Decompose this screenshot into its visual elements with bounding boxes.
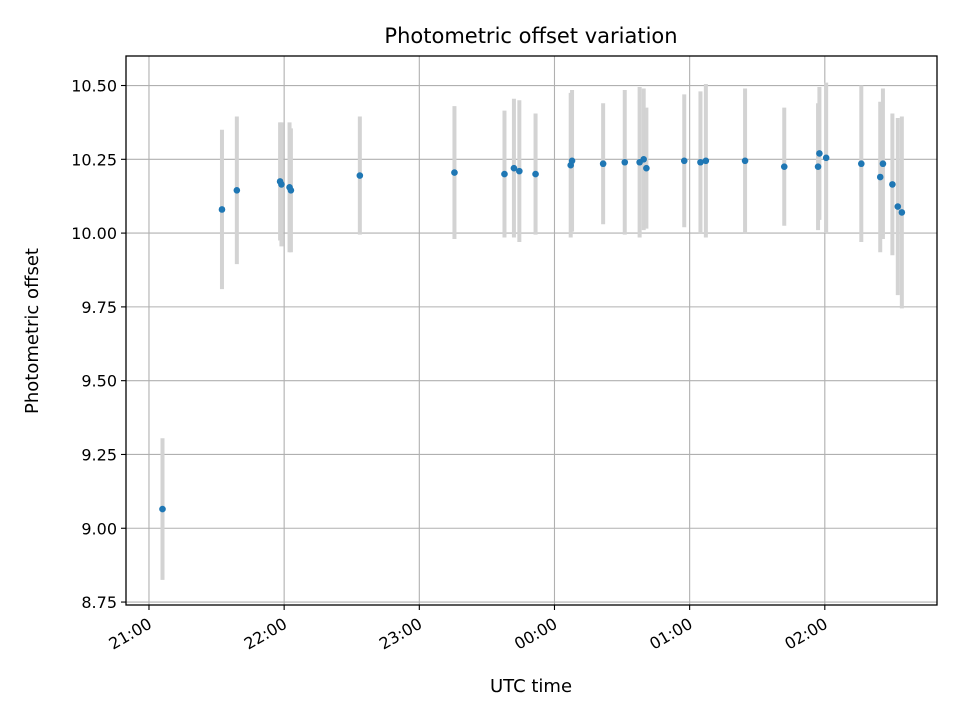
y-axis-ticks: 8.75 9.00 9.25 9.50 9.75 10.00 10.25 10.50 (71, 77, 126, 612)
data-point (898, 209, 906, 216)
data-point (568, 157, 576, 165)
data-point (894, 203, 902, 210)
data-point (356, 172, 364, 179)
data-point (822, 154, 830, 162)
y-tick-label: 10.25 (71, 150, 117, 169)
y-tick-label: 9.25 (81, 445, 117, 464)
y-tick-label: 9.50 (81, 372, 117, 391)
data-point (501, 170, 508, 178)
x-axis-label: UTC time (490, 676, 572, 697)
data-point (510, 164, 518, 172)
data-point (621, 158, 629, 166)
data-point (741, 157, 749, 165)
y-axis-label: Photometric offset (22, 248, 43, 414)
data-point (278, 181, 285, 188)
data-point (599, 160, 607, 168)
data-points (159, 150, 906, 513)
plot-area-frame (125, 55, 938, 606)
y-tick-label: 10.50 (71, 77, 117, 96)
data-point (640, 156, 647, 163)
y-tick-label: 9.75 (81, 298, 117, 317)
data-point (780, 163, 788, 170)
data-point (218, 206, 226, 213)
data-point (697, 158, 704, 166)
data-point (233, 186, 241, 194)
data-point (287, 186, 295, 194)
data-point (159, 505, 166, 513)
data-point (680, 157, 688, 165)
data-point (858, 160, 865, 168)
data-point (451, 169, 458, 176)
data-point (814, 163, 822, 170)
y-tick-label: 10.00 (71, 224, 117, 243)
data-point (643, 164, 650, 172)
chart-title: Photometric offset variation (384, 24, 677, 48)
data-point (879, 160, 887, 168)
y-tick-label: 9.00 (81, 519, 117, 538)
data-point (816, 150, 823, 157)
data-point (876, 173, 884, 181)
data-point (889, 181, 896, 188)
y-tick-label: 8.75 (81, 593, 117, 612)
data-point (532, 170, 539, 178)
data-point (702, 157, 710, 165)
data-point (516, 167, 523, 175)
